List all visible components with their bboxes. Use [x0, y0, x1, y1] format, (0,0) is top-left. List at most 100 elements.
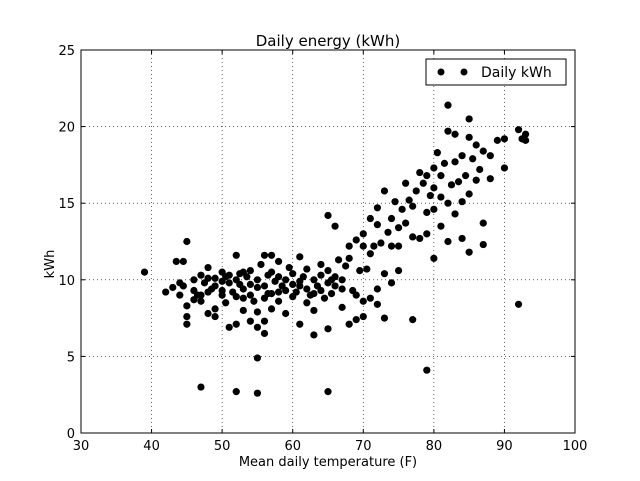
- data-point: [447, 181, 456, 189]
- data-point: [275, 273, 283, 281]
- data-point: [310, 276, 318, 284]
- data-point: [253, 389, 262, 397]
- data-point: [232, 293, 240, 301]
- data-point: [296, 320, 304, 328]
- data-point: [366, 214, 374, 223]
- y-axis: 0 5 10 15 20 25: [58, 44, 575, 442]
- data-point: [458, 234, 466, 243]
- data-point: [444, 237, 452, 246]
- data-point: [331, 222, 339, 230]
- data-point: [211, 305, 219, 313]
- data-point: [320, 294, 329, 302]
- data-point: [282, 309, 290, 318]
- x-tick-label: 70: [355, 439, 372, 454]
- data-point: [324, 211, 332, 220]
- data-point: [239, 294, 247, 302]
- data-point: [267, 305, 276, 313]
- data-point: [179, 257, 187, 266]
- data-point: [211, 274, 219, 282]
- data-point: [465, 248, 473, 256]
- data-point: [267, 268, 276, 276]
- data-point: [260, 317, 269, 325]
- data-point: [310, 289, 318, 298]
- data-point: [169, 283, 177, 292]
- data-point: [444, 199, 452, 207]
- data-point: [246, 267, 254, 275]
- data-point: [267, 251, 276, 259]
- data-point: [458, 152, 466, 160]
- data-point: [380, 187, 389, 195]
- data-point: [310, 306, 318, 315]
- data-point: [458, 198, 466, 206]
- data-point: [472, 176, 480, 184]
- data-point: [423, 230, 431, 238]
- data-point: [183, 302, 191, 310]
- data-point: [462, 172, 470, 180]
- data-point: [310, 331, 318, 339]
- data-point: [232, 320, 240, 328]
- data-point: [183, 237, 191, 246]
- data-point: [338, 303, 346, 311]
- x-tick-label: 40: [143, 439, 160, 454]
- data-point: [465, 190, 473, 198]
- data-point: [190, 276, 198, 284]
- data-point: [356, 267, 364, 275]
- y-axis-label: kWh: [43, 250, 58, 279]
- data-point: [342, 262, 350, 270]
- data-point: [402, 179, 410, 187]
- data-point: [260, 251, 269, 259]
- data-point: [211, 312, 219, 321]
- data-point: [451, 210, 459, 218]
- data-point: [430, 205, 438, 213]
- data-point: [303, 299, 311, 307]
- data-point: [479, 147, 487, 155]
- data-point: [282, 286, 290, 295]
- data-point: [479, 240, 487, 249]
- data-point: [334, 256, 343, 264]
- chart-title: Daily energy (kWh): [256, 32, 401, 50]
- data-point: [437, 172, 445, 180]
- data-point: [275, 288, 283, 296]
- y-tick-label: 10: [58, 274, 75, 289]
- x-tick-label: 60: [284, 439, 301, 454]
- data-point: [440, 159, 449, 167]
- data-point: [246, 291, 254, 299]
- data-point: [465, 115, 473, 123]
- data-point: [430, 164, 438, 172]
- data-point: [500, 164, 509, 172]
- data-point: [289, 280, 297, 288]
- data-point: [476, 165, 484, 174]
- data-point: [444, 101, 452, 109]
- data-point: [514, 300, 523, 308]
- data-point: [345, 242, 353, 250]
- data-point: [433, 149, 441, 157]
- data-point: [172, 257, 180, 266]
- data-point: [465, 133, 473, 141]
- x-tick-label: 50: [214, 439, 231, 454]
- data-point: [451, 130, 459, 138]
- x-tick-label: 90: [496, 439, 513, 454]
- data-point: [253, 308, 262, 316]
- y-tick-label: 15: [58, 197, 75, 212]
- data-point: [324, 388, 332, 396]
- data-point: [451, 158, 459, 166]
- data-point: [250, 297, 258, 305]
- data-point: [204, 309, 212, 318]
- data-point: [423, 208, 431, 216]
- data-point: [444, 127, 452, 135]
- data-point: [402, 219, 410, 227]
- data-point: [303, 285, 311, 293]
- data-point: [405, 196, 413, 204]
- data-point: [416, 168, 424, 177]
- data-point: [363, 265, 371, 273]
- data-point: [486, 152, 494, 160]
- data-point: [479, 219, 487, 227]
- data-point: [282, 276, 290, 284]
- data-point: [437, 193, 445, 201]
- data-point: [211, 282, 219, 290]
- data-point: [387, 214, 396, 223]
- data-point: [253, 354, 262, 362]
- data-point: [423, 366, 431, 374]
- data-point: [409, 233, 417, 241]
- data-point: [373, 204, 381, 212]
